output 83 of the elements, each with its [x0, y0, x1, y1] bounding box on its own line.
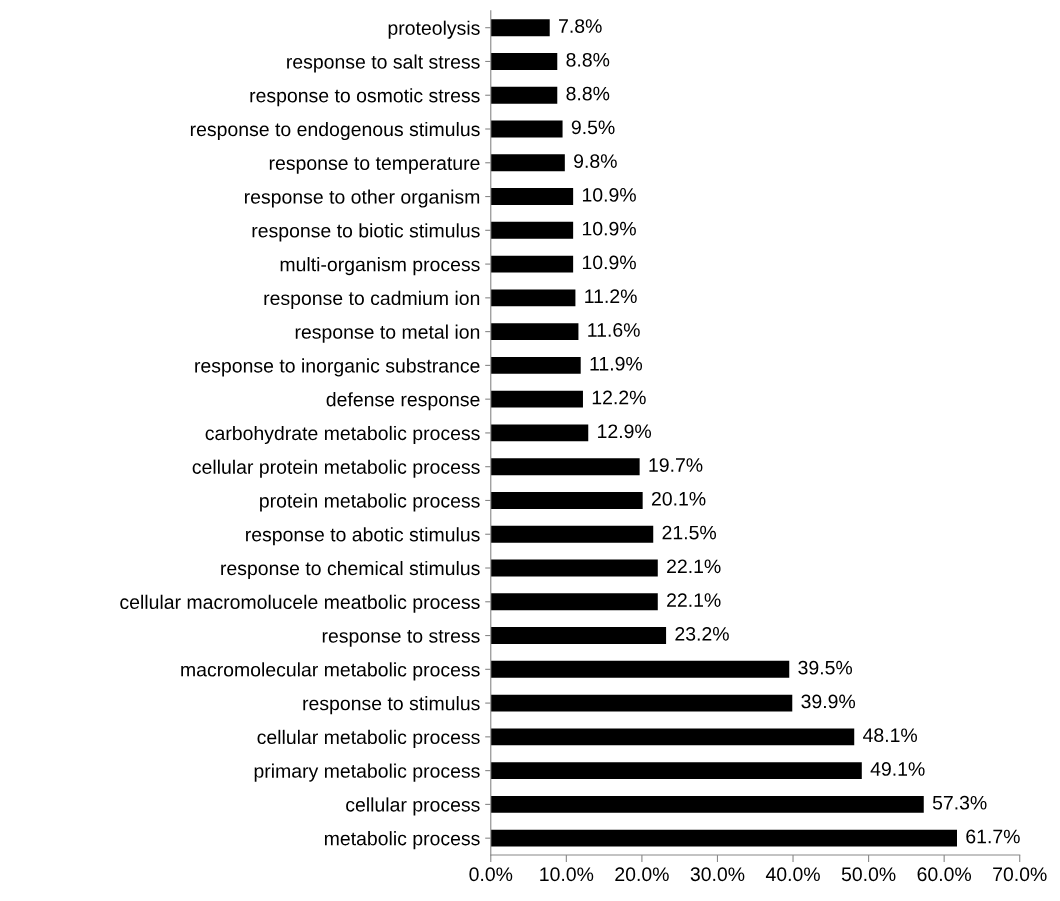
y-tick-label: multi-organism process	[280, 257, 480, 276]
y-tick-label: response to biotic stimulus	[252, 223, 480, 242]
data-label: 12.2%	[592, 390, 646, 405]
y-tick-label: carbohydrate metabolic process	[205, 425, 480, 445]
bar	[490, 86, 558, 104]
x-tick-label: 20.0%	[615, 867, 669, 882]
bar	[490, 120, 563, 138]
x-tick-label: 0.0%	[469, 867, 513, 882]
y-tick-label: response to temperature	[269, 157, 480, 174]
data-label: 10.9%	[582, 187, 636, 202]
y-tick-label: defense response	[326, 392, 480, 411]
y-tick-label: response to chemical stimulus	[221, 560, 480, 580]
y-tick-label: cellular metabolic process	[257, 729, 480, 748]
y-tick-label: response to other organism	[244, 189, 480, 208]
data-label: 19.7%	[649, 458, 703, 472]
data-label: 11.6%	[588, 323, 640, 337]
bar	[490, 762, 862, 780]
data-label: 22.1%	[667, 559, 721, 574]
data-label: 49.1%	[870, 762, 925, 776]
bar	[490, 19, 550, 37]
bar	[490, 255, 574, 273]
data-label: 48.1%	[863, 728, 918, 743]
bar	[490, 356, 581, 374]
bar	[490, 593, 658, 611]
y-tick-label: macromolecular metabolic process	[181, 662, 480, 681]
bar	[490, 829, 957, 847]
data-label: 8.8%	[566, 52, 610, 67]
y-tick-label: cellular protein metabolic process	[192, 459, 480, 478]
y-tick-label: response to cadmium ion	[264, 290, 480, 309]
data-label: 39.5%	[798, 660, 853, 675]
data-label: 8.8%	[566, 86, 610, 101]
y-tick-label: response to osmotic stress	[250, 88, 480, 107]
bar	[490, 492, 643, 509]
bar	[490, 728, 855, 746]
bar	[490, 53, 558, 70]
bar	[490, 458, 640, 476]
x-tick-label: 70.0%	[993, 867, 1047, 882]
y-tick-label: metabolic process	[324, 831, 480, 850]
y-tick-label: cellular macromolucele meatbolic process	[120, 594, 480, 613]
data-label: 23.2%	[675, 627, 729, 641]
bar	[490, 289, 576, 307]
y-tick-label: response to stress	[322, 630, 480, 647]
data-label: 20.1%	[651, 491, 706, 506]
bar	[490, 627, 667, 644]
data-label: 22.1%	[667, 593, 721, 607]
data-label: 10.9%	[582, 221, 636, 236]
bar	[490, 323, 579, 341]
data-label: 10.9%	[582, 255, 636, 270]
data-label: 39.9%	[801, 694, 856, 709]
bar	[490, 188, 574, 205]
data-label: 57.3%	[932, 795, 987, 810]
y-tick-label: protein metabolic process	[260, 493, 480, 512]
y-tick-label: response to salt stress	[287, 54, 480, 73]
bar	[490, 221, 574, 239]
data-label: 12.9%	[598, 424, 652, 439]
data-label: 11.9%	[590, 356, 643, 371]
bar	[490, 694, 793, 712]
data-label: 11.2%	[585, 289, 637, 303]
data-label: 9.5%	[571, 120, 615, 135]
bar	[490, 660, 790, 678]
bar	[490, 525, 654, 543]
x-tick-label: 40.0%	[765, 867, 820, 882]
y-tick-label: cellular process	[346, 797, 480, 816]
data-label: 61.7%	[966, 829, 1020, 844]
y-tick-label: response to abotic stimulus	[246, 527, 480, 546]
y-tick-label: response to inorganic substrance	[195, 358, 480, 377]
x-tick-label: 50.0%	[841, 867, 896, 882]
bar	[490, 559, 658, 577]
data-label: 9.8%	[574, 154, 617, 168]
bar	[490, 424, 589, 442]
bar	[490, 390, 583, 408]
data-label: 7.8%	[559, 19, 602, 33]
data-label: 21.5%	[662, 525, 717, 540]
bar	[490, 795, 924, 813]
y-tick-label: response to endogenous stimulus	[190, 121, 480, 141]
x-tick-label: 30.0%	[690, 867, 745, 882]
bar	[490, 154, 565, 172]
x-tick-label: 10.0%	[540, 867, 594, 882]
x-tick-label: 60.0%	[917, 867, 972, 882]
y-tick-label: proteolysis	[388, 20, 480, 39]
y-tick-label: response to metal ion	[295, 324, 480, 343]
y-tick-label: primary metabolic process	[254, 763, 480, 782]
y-tick-label: response to stimulus	[303, 696, 480, 715]
